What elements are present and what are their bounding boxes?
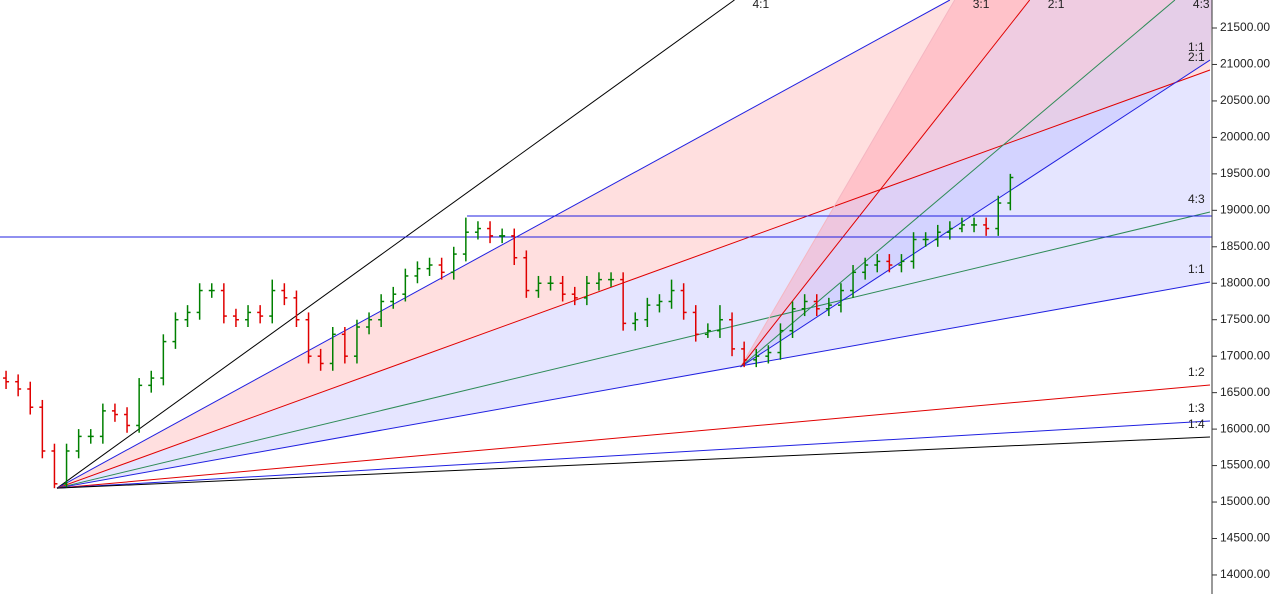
y-tick-label: 17000.00 [1220, 348, 1270, 362]
y-axis: 14000.00 14500.00 15000.00 15500.00 16000.00… [1211, 0, 1270, 594]
fan-label: 1:1 [1188, 262, 1205, 276]
fan-label: 2:1 [1188, 50, 1205, 64]
y-tick-label: 14500.00 [1220, 531, 1270, 545]
y-tick-label: 15500.00 [1220, 458, 1270, 472]
fan-label: 1:3 [1188, 401, 1205, 415]
y-tick-label: 21500.00 [1220, 20, 1270, 34]
y-tick-label: 18000.00 [1220, 275, 1270, 289]
y-tick-label: 19000.00 [1220, 202, 1270, 216]
fan-line [56, 281, 1211, 489]
fan-fill [56, 0, 1212, 489]
fan-line [740, 59, 1211, 368]
y-tick-label: 16000.00 [1220, 421, 1270, 435]
fan-line [740, 0, 1176, 368]
fan-label: 2:1 [1048, 0, 1065, 11]
fan-line [56, 436, 1211, 489]
fan-label: 1:4 [1188, 417, 1205, 431]
y-tick-label: 20500.00 [1220, 93, 1270, 107]
plot-area [0, 0, 1212, 489]
fan-label: 1:2 [1188, 365, 1205, 379]
y-tick-label: 21000.00 [1220, 57, 1270, 71]
y-tick-label: 18500.00 [1220, 239, 1270, 253]
fan-line [56, 384, 1211, 489]
y-tick-label: 19500.00 [1220, 166, 1270, 180]
fan-line [56, 0, 735, 489]
price-bars [3, 173, 1014, 489]
fan-fill [740, 0, 1212, 367]
fan-label: 4:3 [1193, 0, 1210, 11]
fan-line [740, 0, 1031, 368]
fan-line [56, 0, 951, 489]
y-tick-label: 17500.00 [1220, 312, 1270, 326]
y-tick-label: 15000.00 [1220, 494, 1270, 508]
y-tick-label: 20000.00 [1220, 130, 1270, 144]
fan-line [56, 211, 1211, 489]
fan-line [740, 0, 956, 368]
fan-line [56, 69, 1211, 489]
y-tick-label: 14000.00 [1220, 567, 1270, 581]
fan-label: 1:1 [1188, 40, 1205, 54]
fan-label: 3:1 [973, 0, 990, 11]
fan-label: 4:3 [1188, 192, 1205, 206]
fan-line [56, 420, 1211, 489]
y-tick-label: 16500.00 [1220, 385, 1270, 399]
fan-label: 4:1 [752, 0, 769, 11]
